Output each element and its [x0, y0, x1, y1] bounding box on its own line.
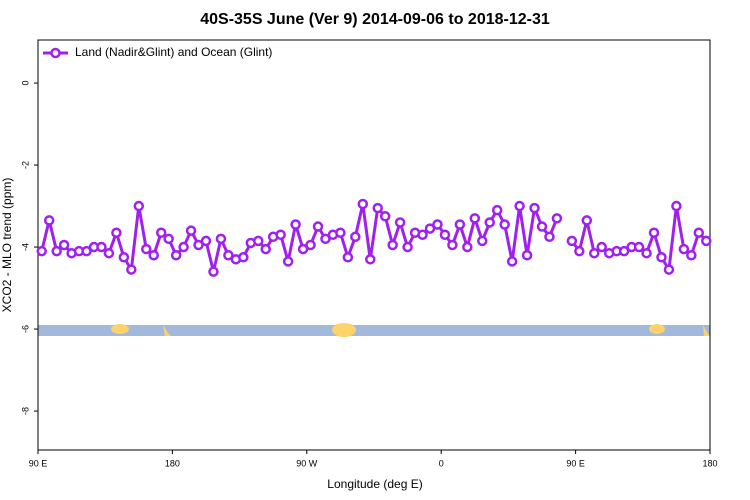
data-point	[342, 252, 354, 263]
data-point	[656, 252, 667, 263]
data-point	[514, 200, 525, 212]
map-strip	[38, 323, 710, 337]
y-tick-label: 0	[20, 81, 30, 86]
data-point	[111, 227, 122, 238]
data-point	[379, 211, 391, 222]
data-point	[439, 229, 451, 240]
data-point	[238, 252, 249, 263]
data-point	[178, 241, 189, 253]
data-point	[551, 213, 563, 224]
data-point	[686, 250, 697, 261]
data-point	[275, 229, 286, 240]
data-point	[469, 213, 481, 224]
data-point	[36, 245, 47, 257]
data-point	[148, 250, 159, 261]
data-point	[387, 239, 398, 251]
data-point	[477, 235, 488, 247]
data-point	[200, 235, 212, 247]
legend-label: Land (Nadir&Glint) and Ocean (Glint)	[75, 45, 272, 59]
data-point	[521, 250, 533, 261]
data-point	[305, 239, 316, 251]
chart-title: 40S-35S June (Ver 9) 2014-09-06 to 2018-…	[200, 11, 550, 28]
data-point	[596, 241, 607, 253]
y-tick-label: -6	[20, 325, 30, 333]
data-point	[462, 241, 473, 253]
data-point	[365, 254, 376, 265]
y-tick-label: -2	[20, 161, 30, 169]
data-point	[282, 256, 294, 267]
data-point	[335, 227, 346, 238]
data-point	[574, 245, 585, 257]
data-point	[454, 219, 466, 230]
data-point	[536, 221, 548, 232]
data-point	[133, 200, 145, 212]
plot-frame	[37, 39, 711, 451]
data-point	[260, 243, 271, 255]
data-point	[372, 202, 383, 214]
data-point	[618, 245, 630, 257]
data-point	[581, 215, 593, 226]
x-tick-label: 180	[702, 458, 717, 468]
x-tick-label: 0	[439, 458, 444, 468]
data-point	[357, 198, 369, 210]
data-point	[312, 221, 324, 232]
y-tick-label: -4	[20, 243, 30, 251]
data-point	[58, 239, 70, 251]
data-point	[484, 217, 495, 228]
data-point	[81, 245, 92, 257]
data-point	[671, 200, 682, 212]
data-point	[43, 215, 55, 226]
data-point	[51, 245, 62, 257]
data-point	[320, 233, 331, 245]
data-point	[253, 235, 264, 247]
data-point	[96, 241, 107, 253]
data-point	[103, 247, 115, 259]
data-point	[417, 229, 428, 240]
legend-marker	[50, 47, 61, 59]
data-point	[693, 227, 705, 238]
data-point	[529, 202, 540, 214]
data-point	[491, 204, 503, 216]
data-point	[424, 223, 436, 234]
data-point	[701, 235, 712, 247]
data-point	[185, 225, 197, 236]
data-point	[297, 243, 309, 255]
data-point	[223, 250, 234, 261]
data-point	[641, 247, 652, 259]
data-point	[118, 252, 130, 263]
y-axis-label: XCO2 - MLO trend (ppm)	[0, 178, 14, 313]
data-point	[193, 239, 204, 251]
data-point	[170, 250, 182, 261]
data-point	[633, 241, 645, 253]
data-point	[350, 231, 361, 243]
x-tick-label: 90 E	[566, 458, 585, 468]
data-point	[447, 239, 458, 251]
data-point	[394, 217, 406, 228]
data-point	[678, 243, 690, 255]
data-point	[126, 264, 137, 275]
data-point	[589, 247, 600, 259]
x-tick-label: 90 E	[29, 458, 48, 468]
y-tick-label: -8	[20, 407, 30, 415]
data-point	[402, 241, 413, 253]
data-point	[544, 231, 555, 243]
x-tick-label: 90 W	[296, 458, 318, 468]
data-point	[155, 227, 167, 238]
data-point	[432, 219, 443, 230]
data-point	[648, 227, 660, 238]
data-point	[499, 219, 510, 230]
data-point	[208, 266, 219, 277]
data-point	[215, 233, 227, 245]
data-point	[566, 235, 578, 247]
data-point	[663, 264, 675, 275]
data-point	[163, 233, 174, 245]
data-point	[141, 243, 152, 255]
x-tick-label: 180	[165, 458, 180, 468]
x-axis-label: Longitude (deg E)	[327, 477, 422, 491]
data-point	[506, 256, 518, 267]
data-point	[290, 219, 301, 230]
